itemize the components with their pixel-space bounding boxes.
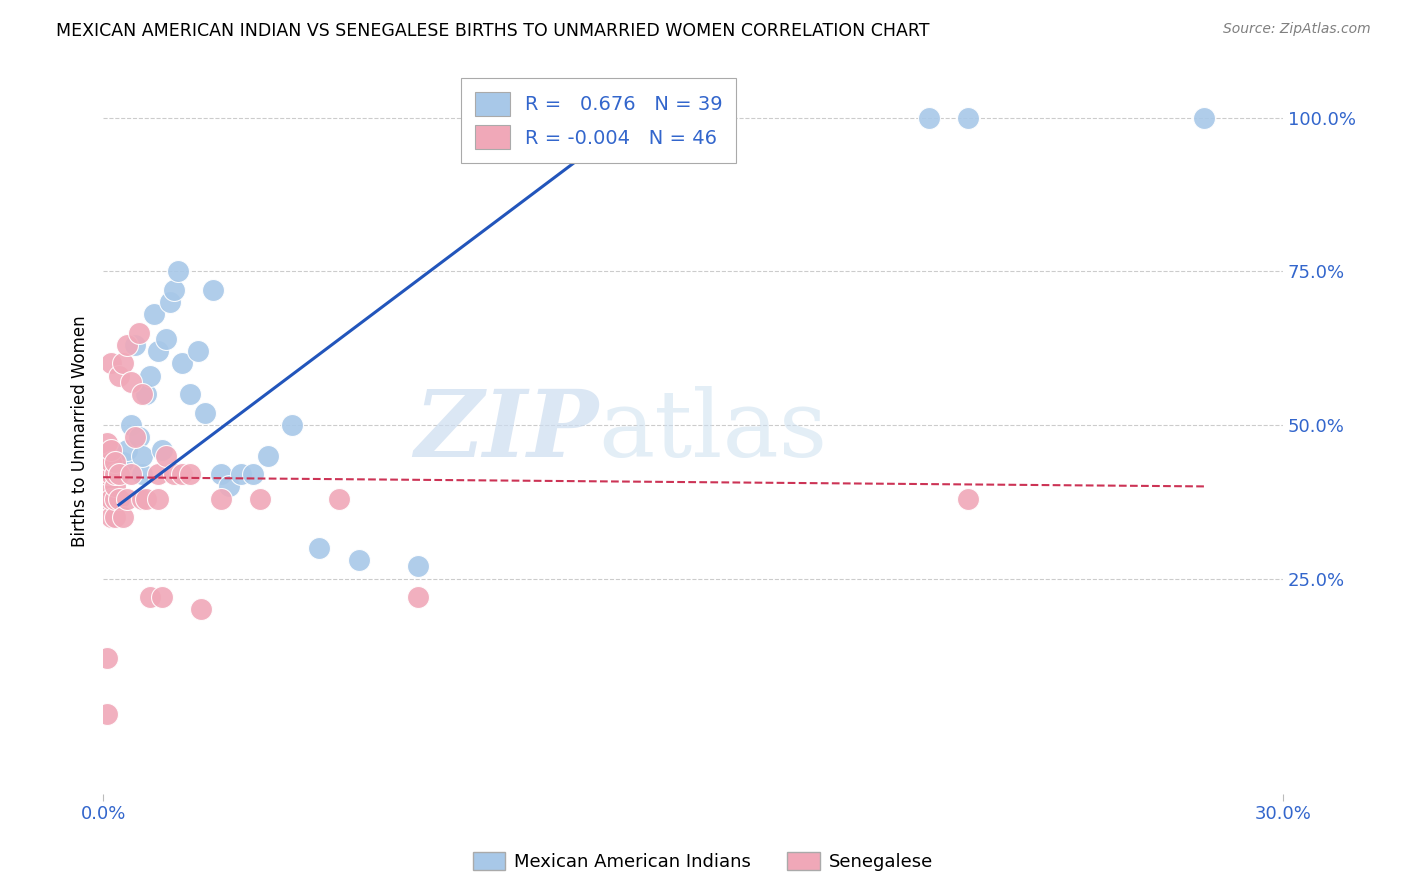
Point: [603, 111, 626, 125]
Point: [249, 491, 271, 506]
Point: [96, 651, 118, 665]
Point: [135, 491, 157, 506]
Point: [128, 430, 150, 444]
Point: [108, 491, 131, 506]
Legend: R =   0.676   N = 39, R = -0.004   N = 46: R = 0.676 N = 39, R = -0.004 N = 46: [461, 78, 737, 162]
Point: [148, 467, 170, 482]
Point: [218, 479, 240, 493]
Point: [96, 479, 118, 493]
Point: [328, 491, 350, 506]
Point: [100, 357, 122, 371]
Text: Source: ZipAtlas.com: Source: ZipAtlas.com: [1223, 22, 1371, 37]
Point: [1194, 111, 1216, 125]
Point: [150, 442, 173, 457]
Point: [131, 387, 153, 401]
Point: [100, 491, 122, 506]
Point: [96, 491, 118, 506]
Point: [124, 338, 146, 352]
Point: [131, 467, 153, 482]
Point: [108, 467, 131, 482]
Point: [104, 467, 127, 482]
Point: [179, 467, 201, 482]
Y-axis label: Births to Unmarried Women: Births to Unmarried Women: [72, 315, 89, 547]
Legend: Mexican American Indians, Senegalese: Mexican American Indians, Senegalese: [465, 845, 941, 879]
Point: [104, 491, 127, 506]
Point: [163, 283, 186, 297]
Point: [128, 326, 150, 340]
Point: [583, 111, 606, 125]
Point: [918, 111, 941, 125]
Point: [111, 510, 134, 524]
Text: atlas: atlas: [599, 386, 828, 476]
Point: [190, 602, 212, 616]
Point: [148, 491, 170, 506]
Point: [96, 436, 118, 450]
Point: [564, 111, 586, 125]
Point: [155, 332, 177, 346]
Point: [229, 467, 252, 482]
Point: [159, 295, 181, 310]
Point: [139, 368, 162, 383]
Point: [465, 111, 488, 125]
Point: [96, 455, 118, 469]
Point: [100, 467, 122, 482]
Point: [155, 449, 177, 463]
Point: [115, 442, 138, 457]
Point: [957, 491, 980, 506]
Point: [308, 541, 330, 555]
Point: [406, 590, 429, 604]
Point: [100, 510, 122, 524]
Point: [96, 467, 118, 482]
Point: [202, 283, 225, 297]
Point: [406, 559, 429, 574]
Point: [104, 510, 127, 524]
Point: [104, 479, 127, 493]
Point: [111, 357, 134, 371]
Point: [194, 406, 217, 420]
Point: [209, 467, 232, 482]
Point: [139, 590, 162, 604]
Point: [170, 357, 193, 371]
Point: [111, 455, 134, 469]
Point: [281, 417, 304, 432]
Point: [120, 375, 142, 389]
Point: [524, 111, 547, 125]
Point: [257, 449, 280, 463]
Point: [166, 264, 188, 278]
Point: [108, 467, 131, 482]
Point: [96, 706, 118, 721]
Point: [108, 368, 131, 383]
Point: [170, 467, 193, 482]
Point: [115, 338, 138, 352]
Point: [148, 344, 170, 359]
Point: [186, 344, 208, 359]
Point: [131, 449, 153, 463]
Point: [163, 467, 186, 482]
Point: [120, 417, 142, 432]
Point: [131, 491, 153, 506]
Point: [104, 455, 127, 469]
Point: [150, 590, 173, 604]
Point: [100, 455, 122, 469]
Text: MEXICAN AMERICAN INDIAN VS SENEGALESE BIRTHS TO UNMARRIED WOMEN CORRELATION CHAR: MEXICAN AMERICAN INDIAN VS SENEGALESE BI…: [56, 22, 929, 40]
Point: [209, 491, 232, 506]
Point: [957, 111, 980, 125]
Point: [179, 387, 201, 401]
Point: [100, 442, 122, 457]
Point: [120, 467, 142, 482]
Point: [143, 307, 166, 321]
Point: [347, 553, 370, 567]
Text: ZIP: ZIP: [415, 386, 599, 476]
Point: [242, 467, 264, 482]
Point: [135, 387, 157, 401]
Point: [115, 491, 138, 506]
Point: [124, 430, 146, 444]
